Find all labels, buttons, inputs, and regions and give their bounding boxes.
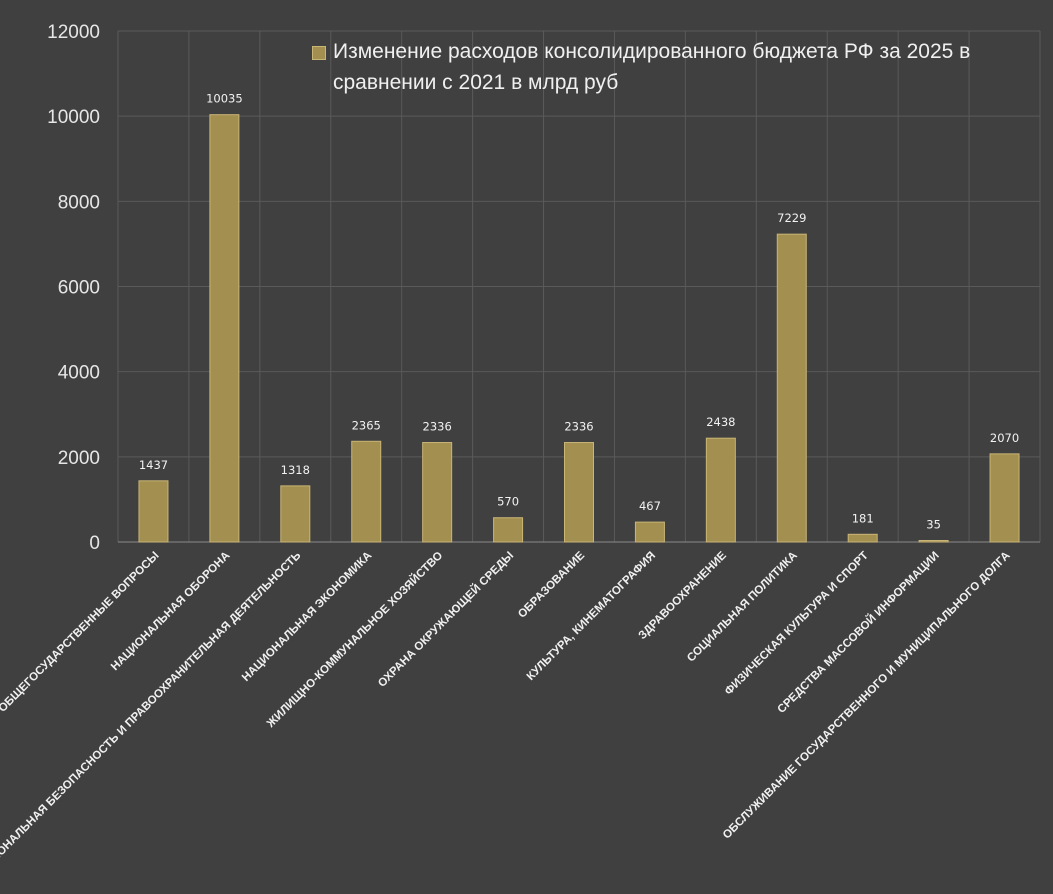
bar	[989, 453, 1020, 543]
bar	[705, 437, 736, 543]
x-tick-label: НАЦИОНАЛЬНАЯ БЕЗОПАСНОСТЬ И ПРАВООХРАНИТ…	[0, 550, 303, 882]
bar	[209, 114, 240, 543]
grid-layer	[117, 30, 1041, 543]
bars	[138, 114, 1020, 543]
y-tick-label: 0	[89, 533, 100, 554]
x-tick-label: ОБРАЗОВАНИЕ	[516, 549, 587, 620]
data-label: 7229	[777, 211, 806, 225]
data-label: 2438	[706, 415, 735, 429]
data-label: 1318	[281, 463, 310, 477]
y-tick-label: 12000	[47, 22, 100, 43]
x-tick-label: ФИЗИЧЕСКАЯ КУЛЬТУРА И СПОРТ	[723, 550, 871, 698]
bar	[422, 442, 453, 543]
x-tick-label: ОБЩЕГОСУДАРСТВЕННЫЕ ВОПРОСЫ	[0, 550, 162, 715]
y-axis-ticks: 0 2000 4000 6000 8000 10000 12000	[47, 22, 100, 554]
x-tick-label: НАЦИОНАЛЬНАЯ ЭКОНОМИКА	[240, 550, 374, 684]
bar	[918, 540, 949, 543]
x-tick-label: ОБСЛУЖИВАНИЕ ГОСУДАРСТВЕННОГО И МУНИЦИПА…	[721, 550, 1013, 842]
data-label: 1437	[139, 458, 168, 472]
y-tick-label: 4000	[58, 363, 100, 384]
legend: Изменение расходов консолидированного бю…	[312, 36, 1032, 98]
data-label: 570	[497, 495, 519, 509]
legend-label: Изменение расходов консолидированного бю…	[333, 40, 971, 94]
y-tick-label: 8000	[58, 192, 100, 213]
y-tick-label: 2000	[58, 448, 100, 469]
x-tick-label: НАЦИОНАЛЬНАЯ ОБОРОНА	[109, 550, 232, 673]
x-tick-label: КУЛЬТУРА, КИНЕМАТОГРАФИЯ	[525, 550, 658, 683]
bar	[564, 442, 594, 543]
bar	[351, 440, 382, 543]
x-axis-ticks: ОБЩЕГОСУДАРСТВЕННЫЕ ВОПРОСЫНАЦИОНАЛЬНАЯ …	[0, 549, 1013, 882]
bar	[776, 233, 807, 543]
data-label: 181	[852, 511, 874, 525]
data-label: 2365	[352, 418, 381, 432]
data-label: 467	[639, 499, 661, 513]
data-labels: 1437 10035 1318 2365 2336 570 2336 467 2438 7229 1…	[139, 92, 1019, 532]
bar	[493, 517, 524, 543]
x-tick-label: ОХРАНА ОКРУЖАЮЩЕЙ СРЕДЫ	[375, 549, 516, 690]
data-label: 2070	[990, 431, 1019, 445]
data-label: 2336	[564, 420, 593, 434]
legend-swatch	[312, 46, 326, 60]
bar	[847, 533, 878, 543]
data-label: 35	[926, 518, 941, 532]
data-label: 2336	[423, 420, 452, 434]
bar	[280, 485, 311, 543]
x-tick-label: СРЕДСТВА МАССОВОЙ ИНФОРМАЦИИ	[775, 549, 942, 716]
y-tick-label: 6000	[58, 278, 100, 299]
data-label: 10035	[206, 92, 243, 106]
bar	[634, 521, 665, 543]
bar	[138, 480, 169, 543]
y-tick-label: 10000	[47, 107, 100, 128]
